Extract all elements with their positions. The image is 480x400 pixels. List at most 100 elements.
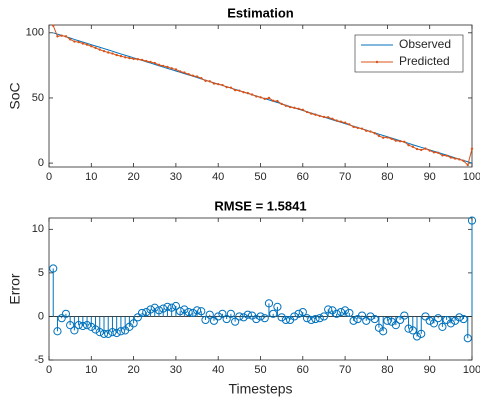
y-tick-label: 100 — [26, 27, 44, 39]
point — [233, 88, 237, 92]
point — [293, 106, 296, 110]
x-axis-label: Timesteps — [228, 381, 292, 397]
legend-marker — [375, 60, 379, 64]
point — [322, 115, 326, 119]
stem-marker — [82, 321, 92, 330]
stem-marker — [421, 312, 430, 321]
stem-marker — [256, 312, 265, 321]
stem-marker — [417, 329, 426, 338]
point — [52, 24, 55, 27]
x-tick-label: 20 — [127, 171, 139, 183]
point — [73, 40, 76, 43]
stem-marker — [311, 314, 320, 324]
stem-marker — [180, 305, 189, 314]
stem-marker — [154, 306, 164, 315]
stem-marker — [467, 216, 477, 225]
point — [339, 120, 343, 123]
x-tick-label: 50 — [254, 171, 266, 183]
point — [123, 56, 127, 59]
point — [225, 85, 228, 89]
point — [191, 74, 195, 77]
point — [441, 154, 444, 157]
stem-marker — [218, 309, 227, 318]
stem-marker — [57, 314, 66, 323]
point — [217, 82, 220, 86]
point — [140, 58, 144, 62]
point — [221, 83, 224, 87]
point — [267, 96, 271, 100]
point — [162, 64, 165, 68]
stem-marker — [269, 309, 278, 318]
stem-marker — [235, 312, 244, 321]
chart-title: Estimation — [227, 5, 294, 20]
stem-marker — [290, 312, 299, 321]
stem-marker — [150, 303, 159, 312]
y-tick-label: 0 — [38, 157, 44, 169]
point — [403, 140, 406, 144]
point — [365, 129, 368, 132]
point — [145, 59, 148, 63]
stem-marker — [66, 321, 75, 330]
x-tick-label: 20 — [127, 364, 139, 376]
point — [360, 127, 364, 130]
stem-marker — [298, 307, 307, 317]
point — [246, 91, 250, 95]
stem-marker — [95, 328, 104, 337]
point — [174, 68, 178, 71]
x-tick-label: 100 — [463, 171, 480, 183]
stem-marker — [108, 328, 117, 337]
point — [466, 163, 469, 167]
point — [157, 63, 161, 67]
stem-marker — [53, 327, 62, 336]
point — [369, 130, 372, 133]
x-tick-label: 80 — [381, 364, 393, 376]
point — [119, 54, 123, 58]
point — [373, 132, 376, 135]
x-tick-label: 40 — [212, 171, 224, 183]
point — [432, 151, 436, 154]
point — [352, 125, 355, 129]
point — [68, 38, 72, 41]
point — [411, 145, 414, 149]
stem-marker — [294, 309, 303, 318]
stem-marker — [446, 319, 455, 328]
stem-marker — [319, 312, 329, 321]
point — [394, 139, 398, 142]
x-tick-label: 80 — [381, 171, 393, 183]
stem-marker — [188, 308, 197, 318]
point — [98, 48, 101, 51]
point — [445, 154, 448, 157]
point — [183, 71, 186, 74]
point — [326, 116, 330, 119]
point — [348, 123, 351, 126]
point — [149, 60, 152, 64]
stem-marker — [133, 313, 142, 322]
point — [271, 99, 275, 103]
legend-label: Observed — [399, 37, 451, 51]
stem-marker — [239, 313, 248, 322]
point — [204, 79, 207, 82]
point — [314, 113, 317, 116]
stem-marker — [357, 311, 367, 320]
stem-marker — [366, 312, 375, 321]
plot-area — [48, 217, 473, 361]
point — [153, 61, 156, 65]
point — [462, 159, 465, 163]
y-axis-label: Error — [7, 273, 23, 304]
stem-marker — [184, 307, 193, 317]
point — [90, 45, 93, 48]
point — [195, 75, 199, 78]
chart-title: RMSE = 1.5841 — [214, 198, 306, 213]
x-tick-label: 10 — [85, 364, 97, 376]
stem-marker — [197, 307, 206, 316]
x-tick-label: 40 — [212, 364, 224, 376]
stem-marker — [222, 314, 231, 324]
stem-marker — [341, 306, 350, 315]
stem-marker — [159, 304, 168, 313]
stem-marker — [137, 308, 147, 318]
point — [318, 114, 321, 118]
stem-marker — [336, 307, 345, 317]
point — [331, 117, 334, 120]
stem-marker — [91, 325, 100, 334]
point — [335, 119, 338, 122]
